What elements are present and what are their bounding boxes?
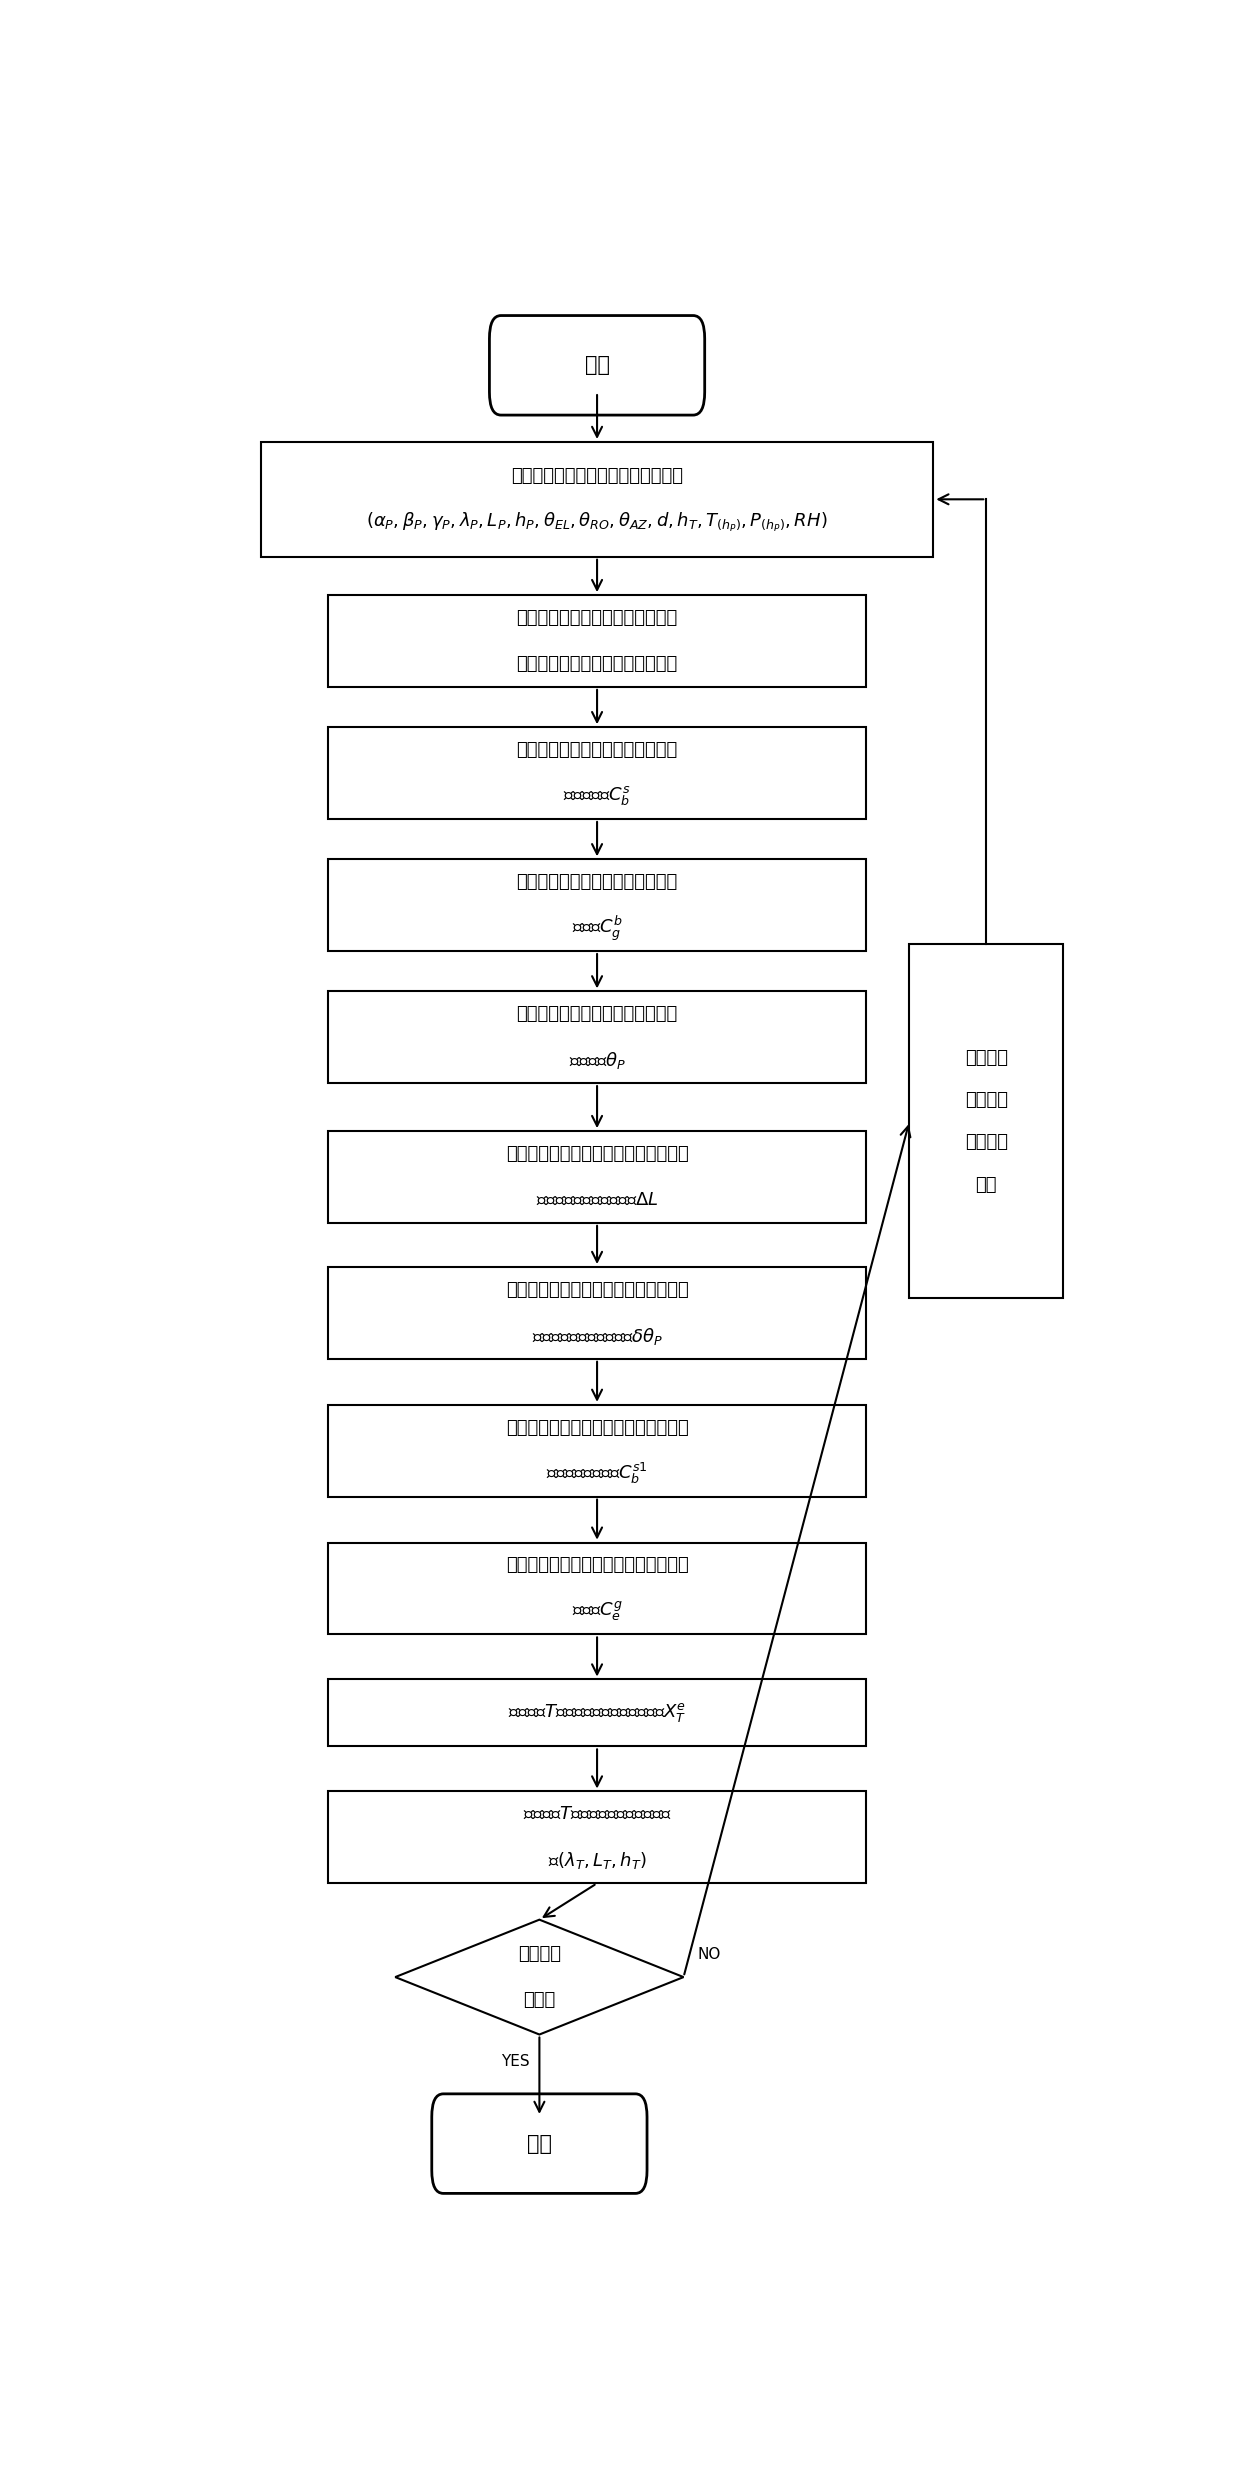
Text: 瞄坐标系转换矩阵$C_b^{s1}$: 瞄坐标系转换矩阵$C_b^{s1}$ bbox=[547, 1462, 647, 1487]
Text: 光线偏折导致的仰角误差$\delta\theta_P$: 光线偏折导致的仰角误差$\delta\theta_P$ bbox=[532, 1325, 662, 1347]
Text: $(\alpha_P,\beta_P,\gamma_P,\lambda_P,L_P,h_P,\theta_{EL},\theta_{RO},\theta_{AZ: $(\alpha_P,\beta_P,\gamma_P,\lambda_P,L_… bbox=[366, 512, 828, 534]
Text: 换矩阵$C_e^g$: 换矩阵$C_e^g$ bbox=[572, 1601, 622, 1623]
Text: 计算地理坐标系到机体坐标系的转: 计算地理坐标系到机体坐标系的转 bbox=[516, 873, 678, 890]
Bar bbox=[327, 1792, 867, 1884]
Text: 光程增加导致的距离误差$\Delta L$: 光程增加导致的距离误差$\Delta L$ bbox=[536, 1191, 658, 1208]
Text: 计算地球直角坐标系到地理坐标系的变: 计算地球直角坐标系到地理坐标系的变 bbox=[506, 1556, 688, 1574]
Bar bbox=[909, 945, 1063, 1298]
Bar bbox=[327, 1131, 867, 1223]
Text: 计算机体坐标系到光电观瞄坐标系: 计算机体坐标系到光电观瞄坐标系 bbox=[516, 741, 678, 758]
Text: 根据测距点大气数据推算各海拔高: 根据测距点大气数据推算各海拔高 bbox=[516, 609, 678, 626]
Bar bbox=[327, 1681, 867, 1748]
Text: 计算近似椭球体模型下大气折射引起的: 计算近似椭球体模型下大气折射引起的 bbox=[506, 1144, 688, 1163]
Text: 标$(\lambda_T,L_T,h_T)$: 标$(\lambda_T,L_T,h_T)$ bbox=[548, 1850, 646, 1872]
Text: 的转换矩阵$C_b^s$: 的转换矩阵$C_b^s$ bbox=[563, 786, 631, 808]
Text: 的俯仰角$\theta_P$: 的俯仰角$\theta_P$ bbox=[569, 1049, 625, 1071]
Bar bbox=[327, 1268, 867, 1360]
Polygon shape bbox=[396, 1919, 683, 2034]
Text: 实时采集: 实时采集 bbox=[965, 1049, 1008, 1066]
Text: 结束: 结束 bbox=[527, 2133, 552, 2153]
Bar bbox=[327, 1541, 867, 1633]
Text: NO: NO bbox=[698, 1947, 722, 1961]
Text: 数据: 数据 bbox=[976, 1176, 997, 1193]
Text: 开始: 开始 bbox=[584, 355, 610, 375]
Bar bbox=[327, 726, 867, 818]
Text: YES: YES bbox=[501, 2053, 529, 2068]
Text: 测距点的: 测距点的 bbox=[965, 1134, 1008, 1151]
FancyBboxPatch shape bbox=[490, 316, 704, 415]
Bar bbox=[327, 860, 867, 952]
Text: 换矩阵$C_g^b$: 换矩阵$C_g^b$ bbox=[572, 912, 622, 942]
Text: 度点大气参数与对应点大气折射率: 度点大气参数与对应点大气折射率 bbox=[516, 656, 678, 674]
Bar bbox=[327, 594, 867, 686]
Text: 是否停止: 是否停止 bbox=[518, 1944, 560, 1964]
Bar bbox=[260, 443, 934, 557]
Text: 计算地理坐标系到光电观瞄坐标系: 计算地理坐标系到光电观瞄坐标系 bbox=[516, 1004, 678, 1024]
Bar bbox=[327, 992, 867, 1084]
FancyBboxPatch shape bbox=[432, 2093, 647, 2193]
Text: 新的当前: 新的当前 bbox=[965, 1091, 1008, 1109]
Text: 定位？: 定位？ bbox=[523, 1991, 556, 2009]
Text: 计算近似椭球体模型下大气折射引起的: 计算近似椭球体模型下大气折射引起的 bbox=[506, 1280, 688, 1298]
Text: 计算目标$T$在地球球面坐标系下的坐: 计算目标$T$在地球球面坐标系下的坐 bbox=[522, 1805, 672, 1822]
Text: 实时采集当前测距点与目标点数据组: 实时采集当前测距点与目标点数据组 bbox=[511, 467, 683, 485]
Text: 计算机体坐标系到误差修正后的光电观: 计算机体坐标系到误差修正后的光电观 bbox=[506, 1420, 688, 1437]
Bar bbox=[327, 1405, 867, 1497]
Text: 计算目标$T$在地球直角坐标系下的坐标$X_T^e$: 计算目标$T$在地球直角坐标系下的坐标$X_T^e$ bbox=[508, 1700, 686, 1725]
